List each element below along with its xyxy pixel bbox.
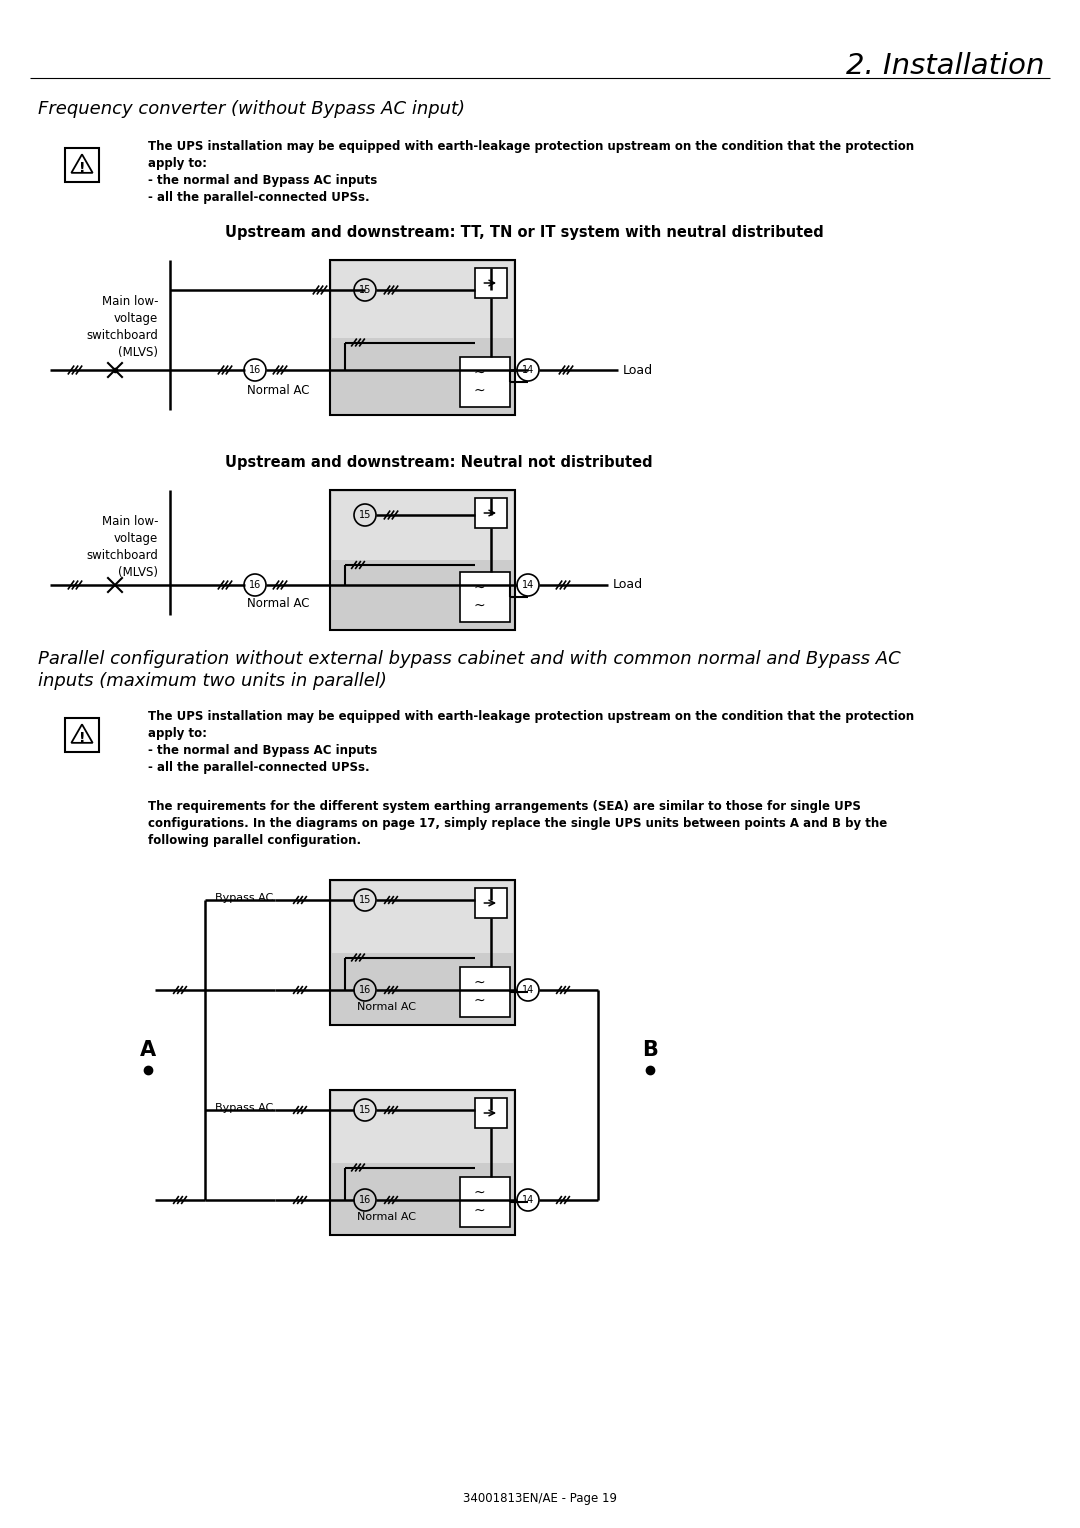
Text: Upstream and downstream: TT, TN or IT system with neutral distributed: Upstream and downstream: TT, TN or IT sy… [225, 225, 824, 240]
Bar [460, 358, 510, 406]
Bar [330, 880, 515, 1025]
Bar [475, 1099, 507, 1128]
Text: !: ! [79, 160, 85, 174]
Text: apply to:: apply to: [148, 157, 207, 170]
Text: Normal AC: Normal AC [357, 1002, 416, 1012]
Text: - the normal and Bypass AC inputs: - the normal and Bypass AC inputs [148, 174, 377, 186]
Text: Frequency converter (without Bypass AC input): Frequency converter (without Bypass AC i… [38, 99, 465, 118]
Text: Main low-
voltage
switchboard
(MLVS): Main low- voltage switchboard (MLVS) [86, 515, 158, 579]
Text: inputs (maximum two units in parallel): inputs (maximum two units in parallel) [38, 672, 387, 691]
Text: Normal AC: Normal AC [247, 384, 310, 397]
Bar [65, 718, 98, 752]
Text: The UPS installation may be equipped with earth-leakage protection upstream on t: The UPS installation may be equipped wit… [148, 711, 914, 723]
Text: Normal AC: Normal AC [247, 597, 310, 610]
Text: 2. Installation: 2. Installation [847, 52, 1045, 79]
Text: following parallel configuration.: following parallel configuration. [148, 834, 361, 847]
Text: Normal AC: Normal AC [357, 1212, 416, 1222]
Text: A: A [140, 1041, 157, 1060]
Text: ~: ~ [473, 384, 485, 397]
Text: The requirements for the different system earthing arrangements (SEA) are simila: The requirements for the different syste… [148, 801, 861, 813]
Text: - all the parallel-connected UPSs.: - all the parallel-connected UPSs. [148, 191, 369, 205]
Text: The UPS installation may be equipped with earth-leakage protection upstream on t: The UPS installation may be equipped wit… [148, 141, 914, 153]
Bar [332, 492, 513, 559]
Bar [460, 967, 510, 1018]
Text: Main low-
voltage
switchboard
(MLVS): Main low- voltage switchboard (MLVS) [86, 295, 158, 359]
Text: ~: ~ [473, 995, 485, 1008]
Bar [330, 490, 515, 630]
Text: 14: 14 [522, 365, 535, 374]
Bar [332, 1093, 513, 1163]
Bar [332, 882, 513, 952]
Text: ~: ~ [473, 1186, 485, 1199]
Text: apply to:: apply to: [148, 727, 207, 740]
Text: ~: ~ [473, 976, 485, 990]
Text: Load: Load [613, 579, 643, 591]
Text: B: B [643, 1041, 658, 1060]
Bar [332, 261, 513, 338]
Text: 15: 15 [359, 1105, 372, 1115]
Text: 16: 16 [359, 986, 372, 995]
Text: 16: 16 [248, 365, 261, 374]
Text: 15: 15 [359, 510, 372, 520]
Bar [330, 1089, 515, 1235]
Text: 15: 15 [359, 286, 372, 295]
Text: 14: 14 [522, 581, 535, 590]
Bar [475, 498, 507, 529]
Bar [475, 267, 507, 298]
Text: Load: Load [623, 364, 653, 376]
Text: ~: ~ [473, 581, 485, 594]
Text: 34001813EN/AE - Page 19: 34001813EN/AE - Page 19 [463, 1491, 617, 1505]
Text: - all the parallel-connected UPSs.: - all the parallel-connected UPSs. [148, 761, 369, 775]
Text: 14: 14 [522, 986, 535, 995]
Text: 16: 16 [359, 1195, 372, 1206]
Bar [65, 148, 98, 182]
Bar [460, 1177, 510, 1227]
Text: Bypass AC: Bypass AC [215, 892, 273, 903]
Text: - the normal and Bypass AC inputs: - the normal and Bypass AC inputs [148, 744, 377, 756]
Text: Parallel configuration without external bypass cabinet and with common normal an: Parallel configuration without external … [38, 649, 901, 668]
Text: 14: 14 [522, 1195, 535, 1206]
Text: ~: ~ [473, 367, 485, 380]
Text: Upstream and downstream: Neutral not distributed: Upstream and downstream: Neutral not dis… [225, 455, 652, 471]
Text: 15: 15 [359, 895, 372, 905]
Text: Bypass AC: Bypass AC [215, 1103, 273, 1112]
Bar [475, 888, 507, 918]
Bar [460, 571, 510, 622]
Text: 16: 16 [248, 581, 261, 590]
Text: configurations. In the diagrams on page 17, simply replace the single UPS units : configurations. In the diagrams on page … [148, 817, 888, 830]
Text: ~: ~ [473, 599, 485, 613]
Text: ~: ~ [473, 1204, 485, 1218]
Bar [330, 260, 515, 416]
Text: !: ! [79, 730, 85, 744]
